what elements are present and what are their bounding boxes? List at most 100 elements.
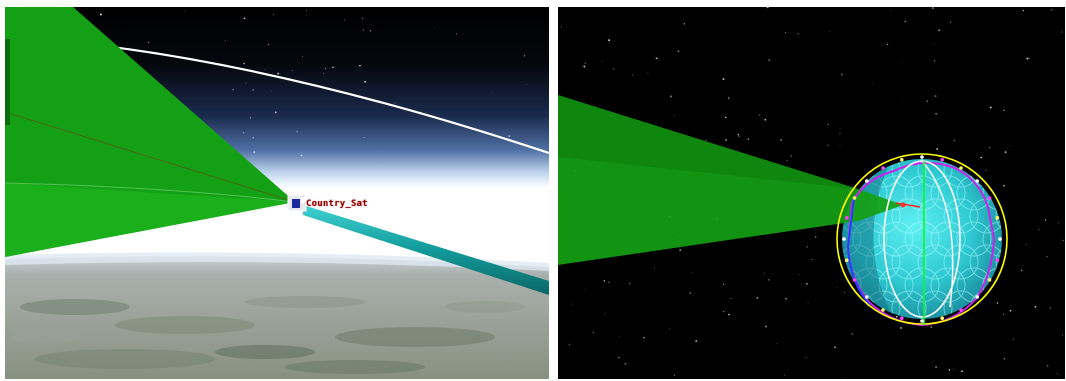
star — [985, 169, 987, 171]
path-node — [844, 216, 849, 220]
star — [798, 273, 800, 275]
star — [723, 283, 725, 285]
star — [1049, 307, 1051, 309]
star — [362, 29, 365, 31]
path-node — [959, 308, 963, 312]
star — [523, 55, 526, 57]
star — [673, 115, 675, 116]
star — [764, 273, 765, 274]
star — [815, 236, 817, 238]
star — [692, 271, 694, 273]
star — [932, 7, 934, 9]
star — [996, 302, 999, 304]
star — [829, 31, 831, 32]
orbit-track-lower — [294, 195, 549, 230]
star — [677, 50, 680, 53]
coverage-cell — [930, 267, 966, 303]
star — [613, 68, 615, 70]
coverage-cell — [878, 221, 914, 257]
star — [759, 114, 760, 116]
star — [807, 302, 809, 304]
star — [1058, 222, 1060, 224]
star — [938, 29, 941, 32]
path-node — [975, 179, 979, 183]
star — [931, 362, 933, 363]
star — [1047, 365, 1049, 367]
star — [668, 328, 670, 330]
star — [252, 89, 255, 91]
coverage-cell — [891, 244, 927, 280]
terrain-patches — [10, 296, 525, 374]
star — [271, 90, 273, 92]
coverage-cell — [956, 221, 992, 257]
star — [827, 144, 829, 147]
path-node — [995, 258, 1000, 262]
star — [851, 332, 854, 335]
star — [695, 340, 698, 343]
satellite-label: Country_Sat — [306, 199, 368, 209]
coverage-cell — [943, 198, 979, 234]
coverage-cell — [917, 198, 953, 234]
star — [890, 10, 892, 12]
star — [946, 315, 948, 316]
star — [394, 102, 396, 104]
cone-axis — [5, 111, 296, 203]
velocity-vector — [895, 202, 921, 208]
star — [361, 17, 364, 20]
star — [99, 13, 102, 16]
star — [725, 139, 727, 141]
star — [1004, 151, 1007, 154]
star — [785, 297, 787, 300]
star — [784, 375, 785, 377]
meridian-white-2 — [921, 160, 954, 308]
star — [268, 44, 270, 46]
star — [926, 100, 928, 102]
sub-point — [900, 202, 906, 208]
star — [584, 62, 586, 64]
star — [747, 138, 750, 141]
path-node — [900, 316, 904, 321]
path-node — [852, 196, 857, 200]
path-node — [865, 295, 869, 299]
star — [887, 43, 889, 45]
star — [655, 57, 658, 60]
constraint-path-blue — [846, 196, 871, 306]
star — [948, 369, 951, 371]
earth-limb-viewport[interactable]: Country_Sat — [5, 7, 549, 379]
star — [264, 68, 266, 70]
star — [274, 111, 277, 114]
star — [96, 12, 98, 13]
sensor-cone-shade — [558, 95, 858, 189]
star — [618, 356, 620, 359]
star — [797, 33, 799, 35]
star — [839, 128, 841, 130]
star — [1028, 57, 1031, 60]
star — [624, 362, 627, 365]
coverage-scene — [558, 7, 1065, 379]
star — [224, 39, 226, 42]
star — [508, 135, 511, 137]
coverage-viewport[interactable] — [558, 7, 1065, 379]
coverage-cell — [930, 175, 966, 211]
star — [605, 312, 607, 314]
coverage-cell — [969, 198, 1002, 234]
star — [277, 72, 280, 75]
star — [786, 160, 788, 162]
star — [756, 296, 759, 299]
path-node — [998, 237, 1002, 241]
star — [325, 68, 327, 70]
star — [1061, 31, 1063, 33]
earth-limb-scene — [5, 7, 549, 379]
star — [243, 17, 246, 20]
star — [243, 132, 245, 134]
star — [1050, 8, 1053, 11]
star — [343, 19, 346, 21]
star — [369, 30, 372, 32]
star — [873, 82, 875, 84]
star — [584, 289, 586, 290]
star — [935, 366, 938, 369]
star — [1038, 229, 1040, 231]
star — [647, 72, 649, 74]
star — [608, 281, 610, 284]
star — [592, 331, 594, 334]
